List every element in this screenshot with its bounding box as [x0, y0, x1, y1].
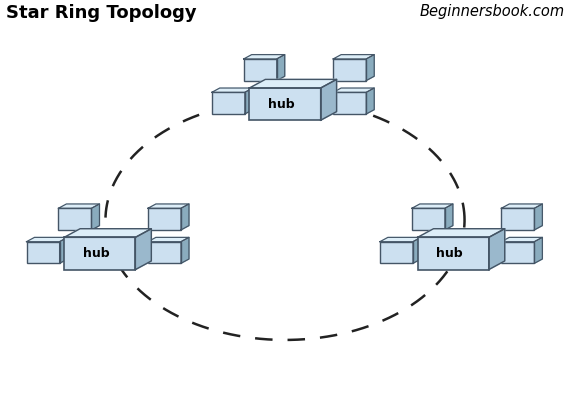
Bar [417, 237, 489, 270]
Polygon shape [148, 237, 189, 242]
Polygon shape [59, 237, 67, 263]
Polygon shape [64, 229, 152, 237]
Polygon shape [91, 204, 99, 230]
Bar [244, 59, 276, 81]
Polygon shape [320, 79, 336, 120]
Polygon shape [136, 229, 152, 270]
Polygon shape [367, 55, 374, 81]
Bar [333, 59, 367, 81]
Polygon shape [333, 55, 374, 59]
Bar [64, 237, 136, 270]
Bar [211, 92, 245, 114]
Polygon shape [181, 204, 189, 230]
Polygon shape [380, 237, 421, 242]
Bar [502, 242, 535, 263]
Text: hub: hub [83, 247, 109, 260]
Text: Beginnersbook.com: Beginnersbook.com [419, 4, 564, 19]
Polygon shape [413, 237, 421, 263]
Polygon shape [502, 237, 543, 242]
Bar [412, 208, 445, 230]
Text: Star Ring Topology: Star Ring Topology [6, 4, 196, 22]
Polygon shape [417, 229, 505, 237]
Bar [380, 242, 413, 263]
Bar [502, 208, 535, 230]
Bar [148, 242, 181, 263]
Polygon shape [333, 88, 374, 92]
Polygon shape [244, 55, 285, 59]
Polygon shape [26, 237, 67, 242]
Bar [58, 208, 91, 230]
Polygon shape [367, 88, 374, 114]
Polygon shape [502, 204, 543, 208]
Polygon shape [535, 204, 543, 230]
Polygon shape [535, 237, 543, 263]
Polygon shape [211, 88, 253, 92]
Polygon shape [181, 237, 189, 263]
Text: hub: hub [436, 247, 463, 260]
Polygon shape [412, 204, 453, 208]
Polygon shape [58, 204, 99, 208]
Polygon shape [445, 204, 453, 230]
Bar [148, 208, 181, 230]
Text: hub: hub [268, 97, 295, 111]
Bar [333, 92, 367, 114]
Polygon shape [245, 88, 253, 114]
Bar [250, 88, 320, 120]
Polygon shape [489, 229, 505, 270]
Polygon shape [250, 79, 336, 88]
Bar [26, 242, 59, 263]
Polygon shape [277, 55, 285, 81]
Polygon shape [148, 204, 189, 208]
